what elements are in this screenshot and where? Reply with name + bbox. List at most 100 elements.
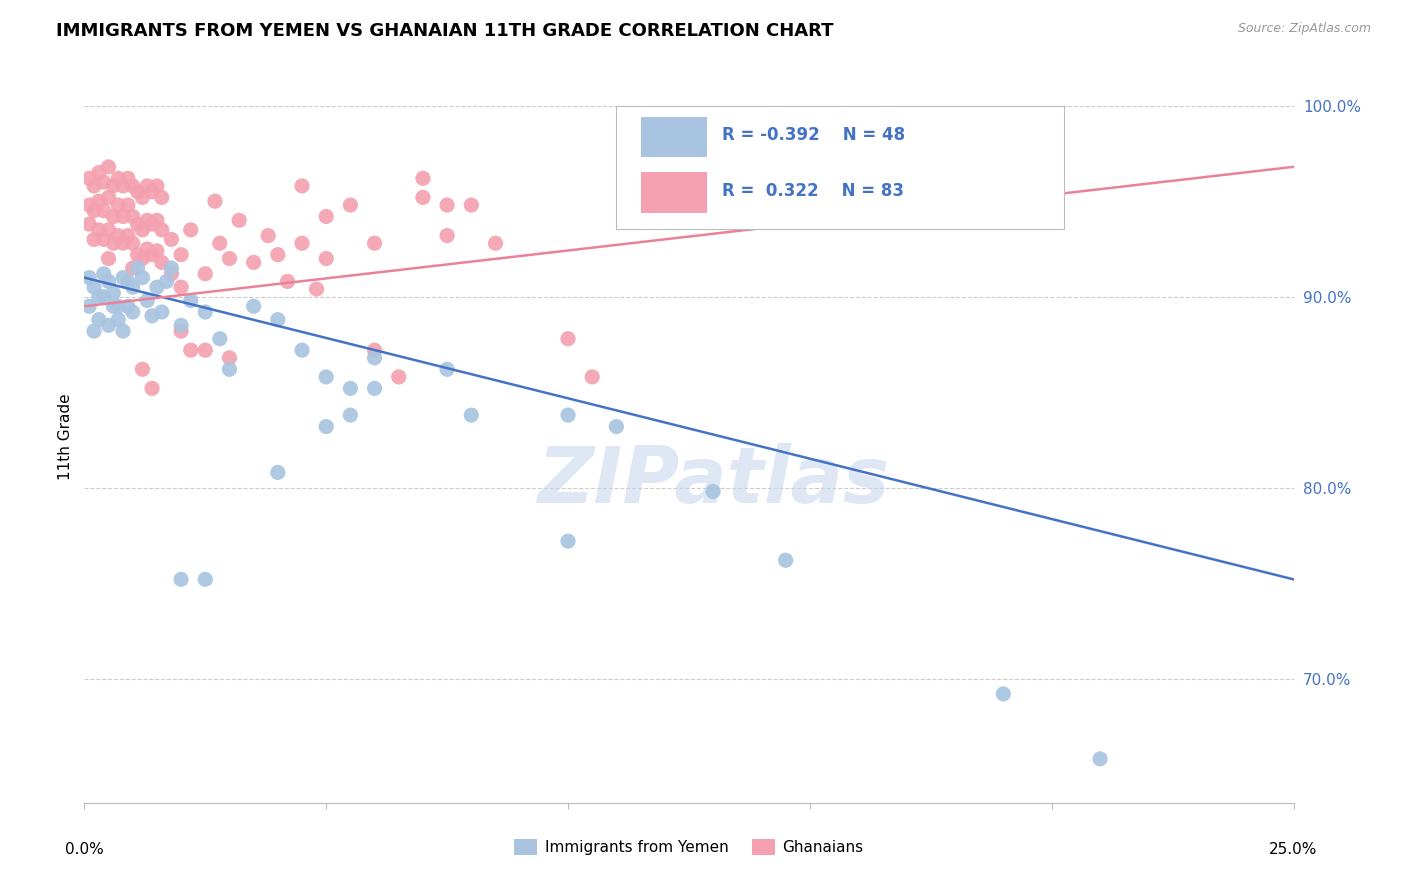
Point (194, 573, 217, 587)
Point (339, 408, 361, 422)
Point (702, 484, 724, 499)
Point (107, 228, 129, 243)
Point (131, 270, 153, 285)
Point (228, 213, 250, 227)
Point (150, 305, 173, 319)
Point (93, 290, 115, 304)
Point (131, 223, 153, 237)
Point (131, 252, 153, 266)
Point (112, 178, 135, 193)
Point (208, 236, 231, 251)
Text: Source: ZipAtlas.com: Source: ZipAtlas.com (1237, 22, 1371, 36)
Point (97, 252, 120, 266)
Point (363, 343, 385, 358)
Point (127, 248, 149, 262)
Point (136, 213, 159, 227)
Point (112, 270, 135, 285)
Point (557, 534, 579, 549)
Text: ZIPatlas: ZIPatlas (537, 443, 889, 519)
Point (131, 190, 153, 204)
Point (146, 178, 169, 193)
Point (242, 255, 264, 269)
Point (218, 351, 240, 365)
Point (112, 210, 135, 224)
Point (180, 293, 202, 308)
Point (97, 275, 120, 289)
Point (315, 252, 337, 266)
Point (204, 194, 226, 209)
Point (103, 285, 125, 300)
Point (107, 171, 129, 186)
Point (155, 275, 177, 289)
Legend: Immigrants from Yemen, Ghanaians: Immigrants from Yemen, Ghanaians (509, 833, 869, 861)
Bar (641, 117, 707, 157)
Point (993, 687, 1015, 701)
Point (77, 299, 100, 313)
Point (112, 324, 135, 338)
Point (121, 236, 143, 251)
Point (557, 332, 579, 346)
Point (77, 171, 100, 186)
Point (107, 198, 129, 212)
Point (83, 203, 105, 218)
Point (775, 553, 797, 567)
Point (93, 232, 115, 246)
Point (87, 165, 110, 179)
Point (97, 318, 120, 333)
Point (77, 270, 100, 285)
Point (83, 232, 105, 246)
Text: IMMIGRANTS FROM YEMEN VS GHANAIAN 11TH GRADE CORRELATION CHART: IMMIGRANTS FROM YEMEN VS GHANAIAN 11TH G… (56, 22, 834, 40)
Point (315, 370, 337, 384)
Point (93, 175, 115, 189)
Point (412, 190, 434, 204)
Point (77, 198, 100, 212)
Point (436, 362, 458, 376)
Point (93, 203, 115, 218)
Point (180, 343, 202, 358)
Point (388, 370, 411, 384)
Point (257, 228, 280, 243)
Point (107, 299, 129, 313)
Point (112, 236, 135, 251)
Point (170, 248, 193, 262)
Point (218, 252, 240, 266)
Point (170, 318, 193, 333)
Point (121, 280, 143, 294)
Point (141, 217, 163, 231)
Point (136, 178, 159, 193)
Bar (641, 172, 707, 212)
Point (291, 236, 314, 251)
Point (97, 160, 120, 174)
Point (242, 299, 264, 313)
Point (77, 217, 100, 231)
Point (83, 324, 105, 338)
Point (170, 573, 193, 587)
Point (412, 171, 434, 186)
Point (136, 242, 159, 256)
Point (291, 178, 314, 193)
Point (117, 275, 139, 289)
Point (267, 312, 290, 326)
Point (218, 362, 240, 376)
Point (97, 223, 120, 237)
Point (146, 213, 169, 227)
Point (83, 178, 105, 193)
Point (315, 210, 337, 224)
Point (557, 408, 579, 422)
Point (436, 228, 458, 243)
Point (87, 194, 110, 209)
Point (170, 280, 193, 294)
FancyBboxPatch shape (616, 106, 1064, 228)
Point (339, 381, 361, 395)
Point (460, 198, 482, 212)
Point (131, 362, 153, 376)
Point (267, 466, 290, 480)
Point (141, 248, 163, 262)
Point (121, 305, 143, 319)
Point (276, 275, 298, 289)
Point (93, 267, 115, 281)
Point (484, 236, 506, 251)
Point (107, 312, 129, 326)
Point (141, 185, 163, 199)
Point (194, 343, 217, 358)
